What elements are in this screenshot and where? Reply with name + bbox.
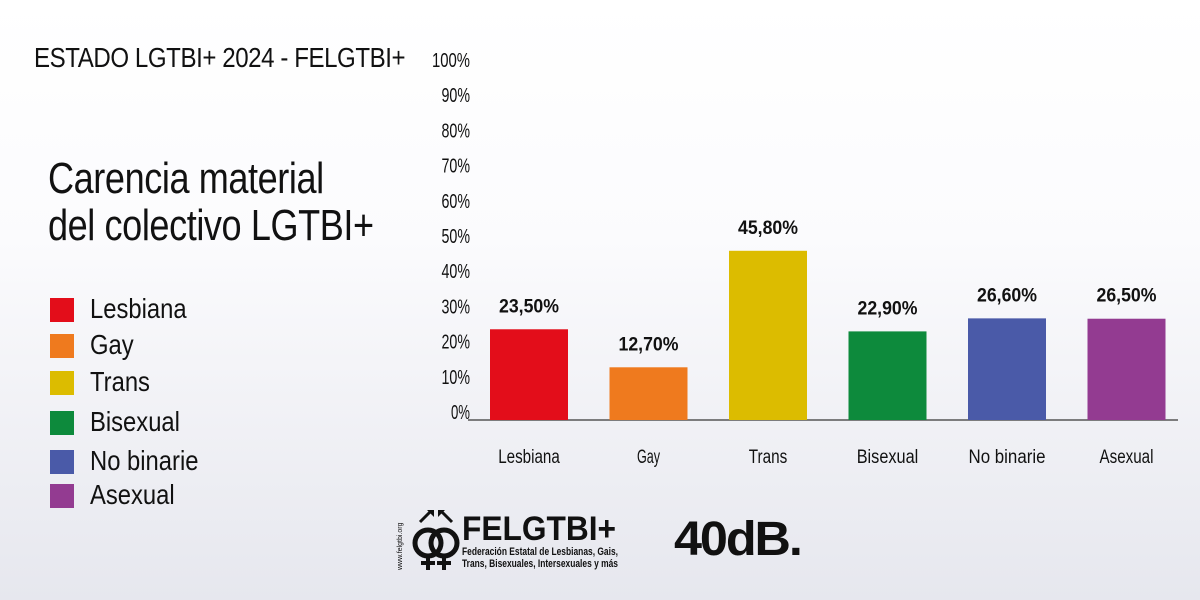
legend-label: Trans [90,366,150,397]
value-label: 26,50% [1097,286,1157,307]
y-tick-label: 80% [442,120,471,142]
legend-swatch [50,411,74,435]
y-tick-label: 30% [442,296,471,318]
y-tick-label: 90% [442,85,471,107]
legend-label: Lesbiana [90,293,187,324]
y-tick-label: 60% [442,191,471,213]
value-label: 45,80% [738,218,798,239]
value-label: 26,60% [977,285,1037,306]
felgtbi-emblem-icon: www.felgtbi.org FELGTBI+ Federación Esta… [397,510,618,571]
y-tick-label: 10% [442,367,471,389]
x-tick-label: Asexual [1100,447,1154,468]
y-axis: 0% 10% 20% 30% 40% 50% 60% 70% 80% 90% 100% [432,50,470,424]
felgtbi-logo: www.felgtbi.org FELGTBI+ Federación Esta… [394,508,634,576]
header-title: ESTADO LGTBI+ 2024 - FELGTBI+ [34,42,406,73]
felgtbi-url: www.felgtbi.org [397,522,404,571]
chart-title: Carencia material del colectivo LGTBI+ [48,155,374,249]
x-tick-label: No binarie [969,447,1046,468]
felgtbi-subtitle-2: Trans, Bisexuales, Intersexuales y más [462,558,618,570]
value-label: 22,90% [858,298,918,319]
felgtbi-name: FELGTBI+ [462,510,616,548]
y-tick-label: 50% [442,226,471,248]
title-line-1: Carencia material [48,154,324,203]
y-tick-label: 100% [432,50,470,72]
legend-label: Asexual [90,479,175,510]
bar-bisexual [848,331,927,420]
legend-label: Gay [90,329,134,360]
x-tick-label: Trans [749,447,788,468]
bars: 23,50% Lesbiana 12,70% Gay 45,80% Trans 22,90%… [490,218,1166,468]
y-tick-label: 0% [451,402,470,424]
bar-asexual [1087,318,1166,420]
x-tick-label: Gay [637,447,660,468]
legend-swatch [50,450,74,474]
x-tick-label: Lesbiana [498,447,560,468]
bar-trans [729,250,807,420]
y-tick-label: 20% [442,332,471,354]
value-label: 12,70% [619,334,679,355]
legend-swatch [50,334,74,358]
legend-label: No binarie [90,445,199,476]
legend-swatch [50,484,74,508]
bar-no-binarie [968,318,1046,420]
40db-logo: 40dB. [674,513,803,566]
value-label: 23,50% [499,296,559,317]
x-tick-label: Bisexual [857,447,919,468]
felgtbi-subtitle-1: Federación Estatal de Lesbianas, Gais, [462,546,618,558]
legend-swatch [50,371,74,395]
title-line-2: del colectivo LGTBI+ [48,201,374,250]
y-tick-label: 40% [442,261,471,283]
bar-lesbiana [490,329,568,420]
legend-label: Bisexual [90,406,180,437]
y-tick-label: 70% [442,156,471,178]
legend-swatch [50,298,74,322]
bar-gay [609,367,688,420]
